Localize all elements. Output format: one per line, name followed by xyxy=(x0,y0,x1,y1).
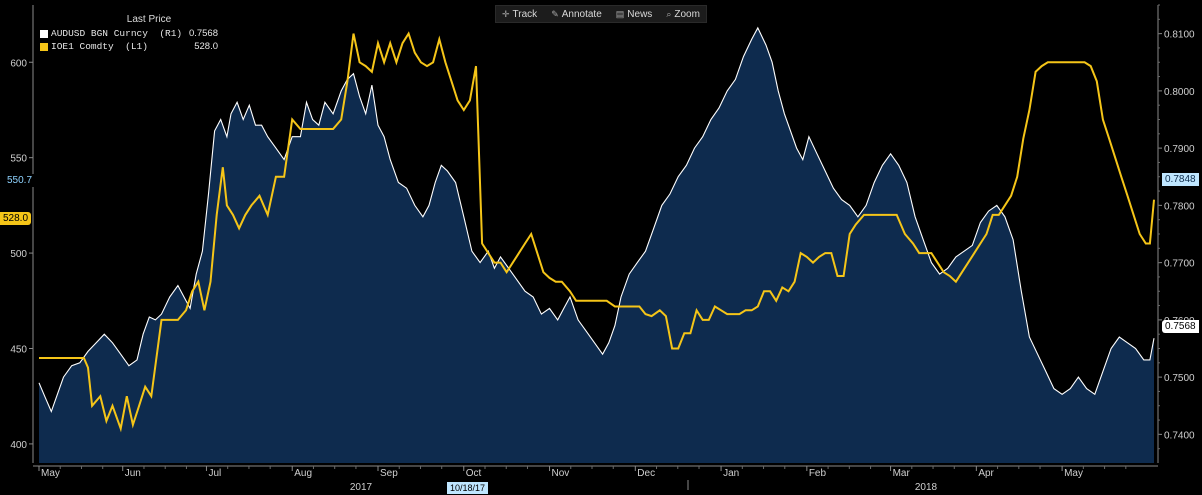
x-tick-label-9: Feb xyxy=(809,468,827,479)
right-tick-label-0: 0.7400 xyxy=(1164,430,1195,441)
pencil-icon: ✎ xyxy=(551,8,559,19)
x-tick-label-12: May xyxy=(1064,468,1083,479)
legend-item-audusd[interactable]: AUDUSD BGN Curncy (R1) 0.7568 xyxy=(36,27,222,40)
x-tick-label-2: Jul xyxy=(208,468,221,479)
x-tick-label-4: Sep xyxy=(380,468,398,479)
legend-item-ioe1[interactable]: IOE1 Comdty (L1) 528.0 xyxy=(36,40,222,53)
magnifier-icon: ⌕ xyxy=(666,8,672,19)
x-tick-label-3: Aug xyxy=(294,468,312,479)
track-label: Track xyxy=(512,8,538,20)
crosshair-icon: ✛ xyxy=(502,8,510,19)
legend-value-audusd: 0.7568 xyxy=(188,28,218,39)
left-axis-badge-yellow: 528.0 xyxy=(0,212,32,225)
x-tick-label-11: Apr xyxy=(978,468,994,479)
x-tick-label-0: May xyxy=(41,468,60,479)
x-tick-label-6: Nov xyxy=(552,468,570,479)
right-axis-badge-blue: 0.7848 xyxy=(1162,173,1199,186)
year-label-2018: 2018 xyxy=(915,482,938,493)
left-axis-badge-blue: 550.7 xyxy=(4,174,36,187)
legend-title: Last Price xyxy=(126,14,172,25)
left-tick-label-4: 600 xyxy=(10,58,27,69)
right-tick-label-6: 0.8000 xyxy=(1164,87,1195,98)
date-badge: 10/18/17 xyxy=(447,482,489,494)
right-axis-badge-white: 0.7568 xyxy=(1162,320,1199,333)
audusd-series-line xyxy=(38,26,1155,414)
x-tick-label-5: Oct xyxy=(466,468,482,479)
annotate-button[interactable]: ✎ Annotate xyxy=(545,6,608,22)
news-label: News xyxy=(627,8,653,20)
right-tick-label-1: 0.7500 xyxy=(1164,373,1195,384)
news-button[interactable]: ▤ News xyxy=(610,6,659,22)
x-tick-label-8: Jan xyxy=(723,468,739,479)
right-tick-label-7: 0.8100 xyxy=(1164,30,1195,41)
x-tick-label-7: Dec xyxy=(637,468,655,479)
audusd-area-fill xyxy=(39,27,1154,464)
right-tick-label-5: 0.7900 xyxy=(1164,144,1195,155)
legend-name-ioe1: IOE1 Comdty (L1) xyxy=(51,41,148,52)
zoom-label: Zoom xyxy=(674,8,700,20)
x-tick-label-10: Mar xyxy=(893,468,911,479)
x-tick-label-1: Jun xyxy=(125,468,141,479)
left-tick-label-2: 500 xyxy=(10,249,27,260)
legend: Last Price AUDUSD BGN Curncy (R1) 0.7568… xyxy=(36,14,222,53)
legend-value-ioe1: 528.0 xyxy=(194,41,218,52)
ioe1-series-line xyxy=(39,31,1155,433)
right-tick-label-4: 0.7800 xyxy=(1164,201,1195,212)
zoom-button[interactable]: ⌕ Zoom xyxy=(660,6,706,22)
track-button[interactable]: ✛ Track xyxy=(496,6,543,22)
right-tick-label-3: 0.7700 xyxy=(1164,259,1195,270)
left-tick-label-1: 450 xyxy=(10,345,27,356)
chart-toolbar: ✛ Track ✎ Annotate ▤ News ⌕ Zoom xyxy=(495,5,707,23)
annotate-label: Annotate xyxy=(561,8,602,20)
legend-swatch-ioe1 xyxy=(40,42,48,51)
left-tick-label-3: 550 xyxy=(10,154,27,165)
left-tick-label-0: 400 xyxy=(10,440,27,451)
legend-swatch-audusd xyxy=(40,29,48,38)
year-label-2017: 2017 xyxy=(350,482,373,493)
news-icon: ▤ xyxy=(615,8,625,19)
legend-name-audusd: AUDUSD BGN Curncy (R1) xyxy=(51,28,183,39)
